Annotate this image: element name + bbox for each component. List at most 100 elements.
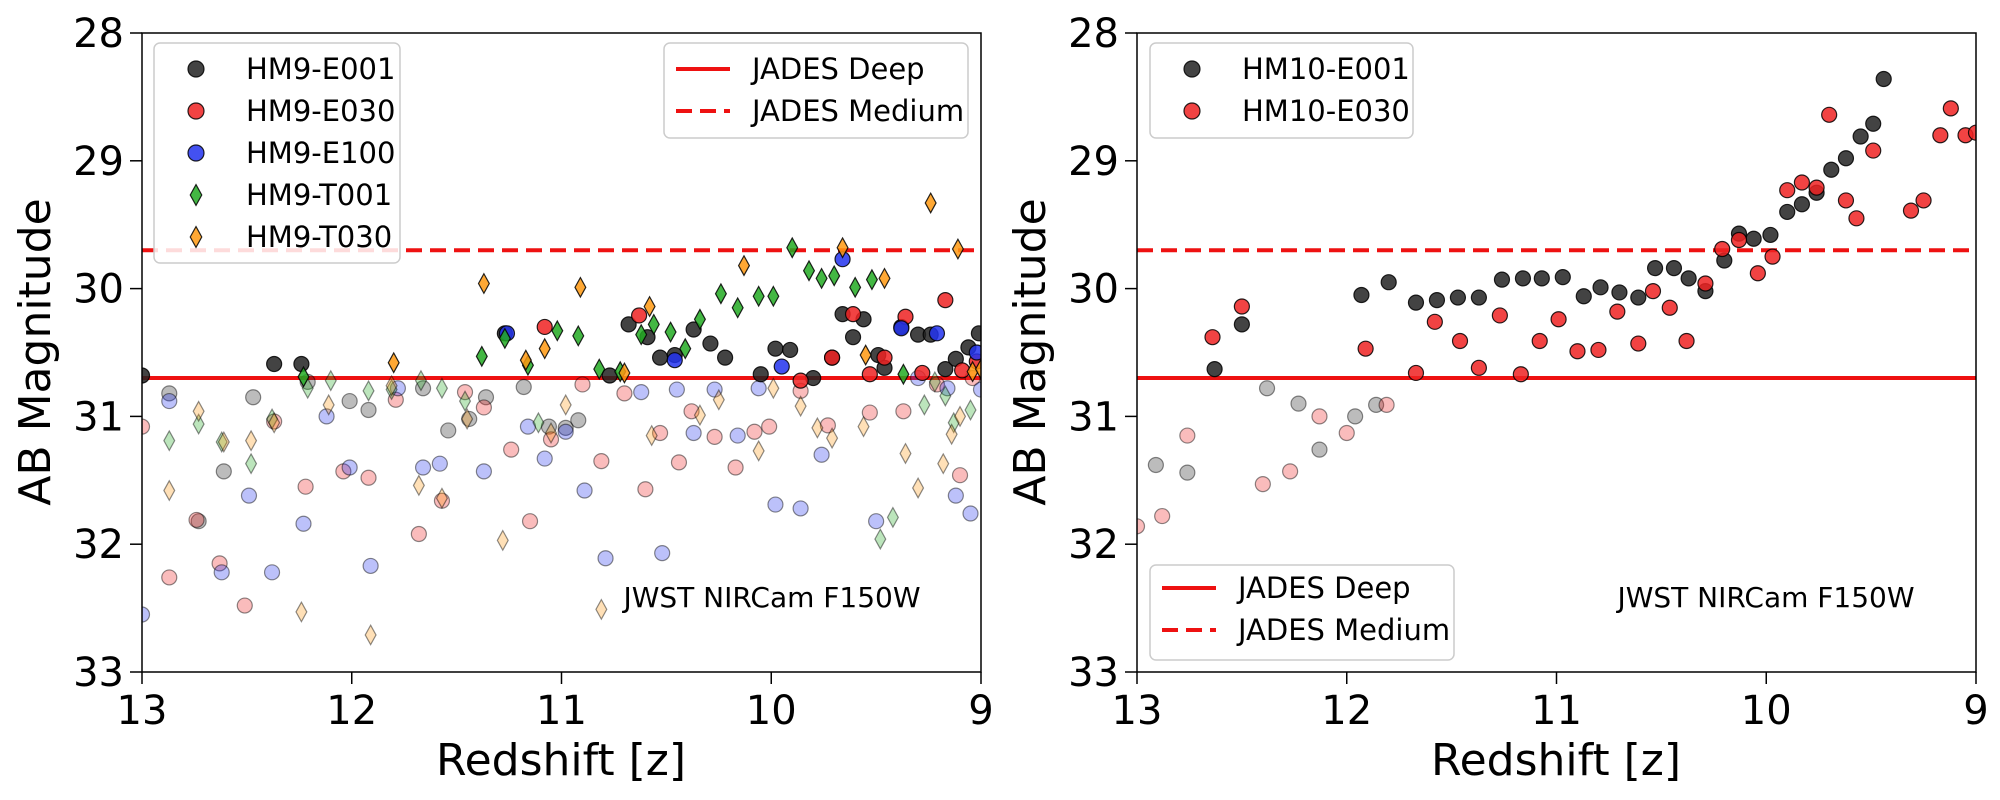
hm9-e030-faint-point — [951, 467, 969, 484]
legend-marker-hm9-t001 — [189, 183, 203, 207]
hm10-e030-point — [1942, 100, 1959, 117]
legend-label: JADES Deep — [750, 52, 925, 86]
hm10-e001-point — [1779, 203, 1796, 221]
hm9-e030-faint-point — [727, 459, 744, 476]
legend-label: HM10-E030 — [1242, 94, 1410, 128]
hm9-e001-faint-point — [190, 513, 207, 530]
hm9-t030-point — [951, 237, 965, 260]
hm9-t030-point — [574, 276, 587, 299]
hm9-e030-point — [876, 349, 893, 366]
x-axis: 13 12 11 10 9 — [117, 672, 994, 734]
hm9-e001-point — [293, 355, 310, 373]
legend-label: HM9-T001 — [246, 178, 392, 212]
hm9-e030-faint-point — [706, 428, 723, 445]
hm10-e030-point — [1714, 240, 1731, 258]
hm9-t030-faint-point — [645, 424, 658, 447]
hm9-t001-point — [297, 365, 310, 388]
instrument-annotation: JWST NIRCam F150W — [1615, 581, 1914, 614]
hm9-e100-faint-point — [142, 606, 151, 623]
hm9-t030-point — [859, 344, 872, 367]
legend-frame — [1149, 42, 1414, 139]
hm9-t030-faint-point — [752, 439, 765, 462]
hm10-e001-point — [1533, 270, 1550, 287]
hm9-e100-faint-point — [962, 505, 979, 522]
hm9-t001-faint-point — [886, 506, 899, 529]
hm9-t001-faint-point — [163, 429, 176, 452]
hm9-t001-point — [865, 268, 879, 291]
hm9-e100-faint-point — [576, 482, 593, 499]
hm9-t001-point — [752, 285, 765, 308]
hm9-e030-faint-point — [410, 525, 427, 543]
hm9-e030-faint-point — [360, 469, 377, 486]
hm10-e030-faint-point — [1282, 463, 1299, 480]
y-tick-label: 29 — [73, 139, 124, 185]
hm9-e001-faint-point — [161, 385, 178, 402]
hm10-e001-point — [1353, 286, 1370, 304]
hm9-e030-faint-point — [651, 424, 669, 442]
legend-label: JADES Medium — [750, 94, 964, 128]
hm9-e100-faint-point — [813, 446, 830, 463]
x-tick-label: 12 — [1321, 688, 1372, 734]
hm9-e030-point — [792, 372, 809, 389]
hm9-e001-point — [970, 325, 981, 342]
hm10-e001-faint-point — [1147, 456, 1164, 474]
hm9-e001-faint-point — [360, 401, 377, 419]
hm9-e100-faint-point — [767, 496, 784, 513]
hm9-t001-faint-point — [362, 379, 375, 402]
hm10-e030-point — [1630, 335, 1647, 352]
hm9-e100-faint-point — [706, 381, 723, 398]
hm9-e100-faint-point — [729, 427, 746, 444]
hm10-e001-faint-point — [1368, 396, 1385, 413]
y-tick-label: 31 — [73, 394, 124, 440]
hm10-e001-point — [1646, 260, 1664, 277]
hm9-e100-faint-point — [792, 500, 809, 517]
hm9-t001-point — [593, 358, 606, 381]
hm9-e100-faint-point — [213, 564, 230, 581]
hm10-e001-point — [1762, 226, 1779, 244]
y-tick-label: 32 — [73, 522, 124, 568]
hm9-e001-point — [782, 341, 799, 359]
hm9-t030-faint-point — [435, 487, 449, 510]
hm10-e030-point — [1233, 298, 1250, 315]
hm9-t030-faint-point — [295, 600, 308, 623]
hm10-e001-point — [1380, 274, 1397, 291]
hm10-e030-point — [1491, 307, 1508, 324]
hm10-e030-point — [1697, 275, 1714, 292]
hm9-t001-faint-point — [918, 393, 931, 416]
hm9-e100-faint-point — [557, 423, 574, 440]
hm9-t001-faint-point — [414, 369, 428, 392]
hm10-e030-point — [1426, 313, 1443, 330]
hm9-e030-faint-point — [297, 478, 314, 495]
y-axis: 28 29 30 31 32 33 — [1068, 11, 1137, 696]
hm10-e030-point — [1644, 283, 1662, 300]
hm9-e100-faint-point — [685, 424, 702, 442]
hm9-t030-faint-point — [496, 529, 509, 552]
legend-marker-hm10-e030 — [1183, 102, 1201, 120]
hm9-e030-faint-point — [574, 376, 591, 393]
hm9-e100-faint-point — [389, 380, 406, 397]
x-axis: 13 12 11 10 9 — [1112, 672, 1989, 734]
hm10-e001-point — [1823, 161, 1840, 178]
y-tick-label: 30 — [1068, 267, 1119, 313]
hm9-t001-point — [849, 276, 862, 299]
hm9-e001-point — [937, 361, 954, 378]
series-legend: HM9-E001 HM9-E030 HM9-E100 HM9-T001 HM9-T030 — [153, 42, 401, 264]
hm9-e001-point — [620, 316, 637, 333]
hm9-t030-point — [737, 254, 751, 277]
legend-frame — [1149, 564, 1455, 661]
legend-marker-hm9-e030 — [187, 102, 205, 120]
hm9-t001-point — [498, 327, 511, 350]
y-axis-title: AB Magnitude — [1005, 198, 1056, 505]
hm9-e030-faint-point — [683, 403, 700, 420]
hm10-e030-point — [1531, 332, 1548, 350]
hm9-e030-faint-point — [746, 423, 763, 440]
hm10-e030-point — [1932, 127, 1949, 144]
hm10-e001-point — [1493, 271, 1511, 288]
hm9-t030-faint-point — [811, 416, 824, 439]
hm9-e030-faint-point — [503, 441, 520, 458]
hm9-e001-faint-point — [414, 380, 432, 397]
hm9-t001-faint-point — [265, 407, 279, 430]
hm9-t001-faint-point — [532, 411, 545, 434]
hm9-t030-point — [519, 349, 532, 372]
hm10-e001-point — [1554, 268, 1571, 286]
